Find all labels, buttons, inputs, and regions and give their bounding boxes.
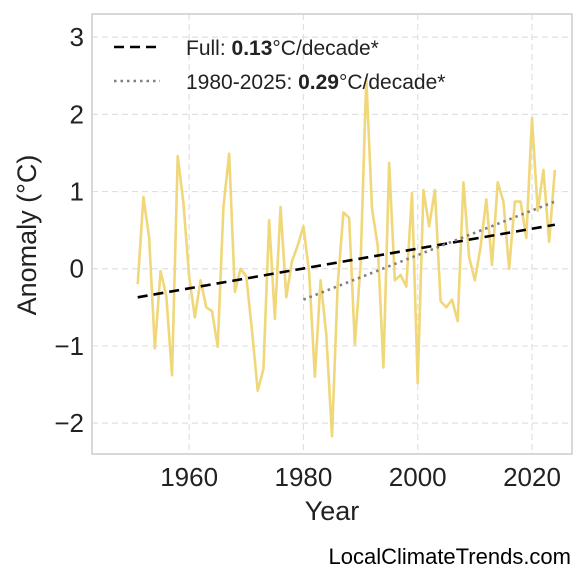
legend-recent-name: 1980-2025 (186, 71, 286, 94)
x-tick-label: 2000 (389, 462, 447, 492)
y-tick-label: −2 (54, 408, 84, 438)
y-tick-label: 1 (70, 177, 84, 207)
y-axis-title: Anomaly (°C) (12, 155, 42, 316)
x-tick-label: 1960 (160, 462, 218, 492)
trend-layer (137, 200, 556, 301)
legend-full-rate: 0.13 (232, 37, 273, 60)
y-tick-label: 2 (70, 99, 84, 129)
source-credit: LocalClimateTrends.com (328, 544, 572, 569)
legend-full-name: Full (186, 37, 220, 60)
legend-label-full-trend: Full: 0.13°C/decade* (186, 37, 379, 60)
series-layer (136, 76, 557, 438)
legend-label-recent-trend: 1980-2025: 0.29°C/decade* (186, 71, 445, 94)
y-tick-label: −1 (54, 331, 84, 361)
full-trend-line (137, 223, 556, 299)
y-tick-label: 0 (70, 254, 84, 284)
tick-labels: 1960 1980 2000 2020 3 2 1 0 −1 −2 (54, 22, 561, 492)
plot-frame (91, 13, 573, 455)
plot-area (92, 14, 572, 454)
anomaly-series-line (136, 76, 557, 438)
legend-full-unit: °C/decade* (272, 37, 378, 60)
x-tick-label: 1980 (275, 462, 333, 492)
legend-recent-rate: 0.29 (298, 71, 339, 94)
x-axis-title: Year (305, 496, 360, 526)
legend: Full: 0.13°C/decade* 1980-2025: 0.29°C/d… (114, 37, 445, 94)
x-tick-label: 2020 (503, 462, 561, 492)
legend-recent-unit: °C/decade* (339, 71, 445, 94)
y-tick-label: 3 (70, 22, 84, 52)
